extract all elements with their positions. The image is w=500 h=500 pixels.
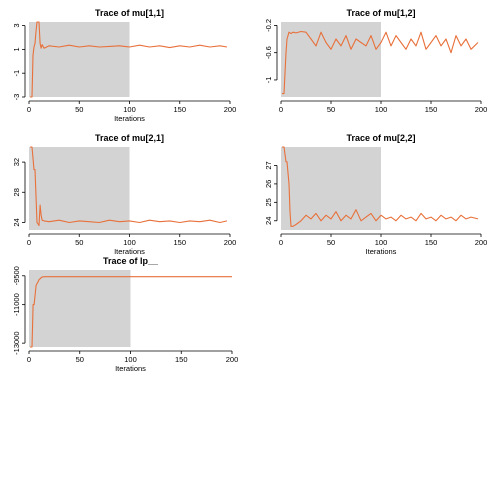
x-tick-label: 200 <box>475 105 488 114</box>
x-tick-label: 200 <box>224 238 237 247</box>
panel-title: Trace of mu[2,1] <box>95 133 164 143</box>
x-tick-label: 200 <box>475 238 488 247</box>
x-tick-label: 100 <box>123 238 136 247</box>
trace-line <box>282 146 479 227</box>
panel-title: Trace of mu[1,1] <box>95 8 164 18</box>
x-tick-label: 100 <box>123 105 136 114</box>
x-tick-label: 50 <box>75 238 83 247</box>
x-tick-label: 50 <box>327 238 335 247</box>
y-tick-label: -1 <box>12 70 21 77</box>
warmup-region <box>281 22 381 97</box>
y-tick-label: 24 <box>12 218 21 226</box>
y-tick-label: -3 <box>12 94 21 101</box>
y-tick-label: 3 <box>12 23 21 27</box>
x-tick-label: 0 <box>27 238 31 247</box>
x-tick-label: 150 <box>175 355 188 364</box>
x-tick-label: 50 <box>75 105 83 114</box>
y-tick-label: 27 <box>264 161 273 169</box>
x-tick-label: 0 <box>279 238 283 247</box>
x-tick-label: 150 <box>173 238 186 247</box>
x-tick-label: 200 <box>224 105 237 114</box>
panel-title: Trace of lp__ <box>103 256 159 266</box>
y-tick-label: -9500 <box>12 266 21 285</box>
y-tick-label: -13000 <box>12 331 21 354</box>
y-tick-label: 25 <box>264 198 273 206</box>
x-tick-label: 150 <box>173 105 186 114</box>
trace-panel-1: Trace of mu[1,1] 0 50 100 150 200 Iterations -3… <box>12 8 236 123</box>
x-tick-label: 150 <box>425 238 438 247</box>
x-tick-label: 0 <box>27 355 31 364</box>
x-tick-label: 0 <box>279 105 283 114</box>
trace-line <box>30 146 228 227</box>
y-tick-label: 1 <box>12 47 21 51</box>
y-tick-label: 24 <box>264 217 273 225</box>
x-tick-label: 100 <box>375 105 388 114</box>
x-tick-label: 50 <box>327 105 335 114</box>
trace-line <box>30 21 228 98</box>
y-tick-label: -0.6 <box>264 46 273 59</box>
y-tick-label: 32 <box>12 158 21 166</box>
y-tick-label: 26 <box>264 180 273 188</box>
x-axis-label: Iterations <box>366 247 397 256</box>
x-axis-label: Iterations <box>114 114 145 123</box>
trace-panel-4: Trace of mu[2,2] 0 50 100 150 200 Iterations 24… <box>264 133 487 256</box>
y-tick-label: -1 <box>264 77 273 84</box>
trace-panel-2: Trace of mu[1,2] 0 50 100 150 200 -1 -0.6 -0.2 <box>264 8 487 114</box>
x-tick-label: 100 <box>124 355 137 364</box>
trace-line <box>30 276 232 348</box>
trace-panel-5: Trace of lp__ 0 50 100 150 200 Iterations -1300… <box>12 256 238 373</box>
x-tick-label: 50 <box>76 355 84 364</box>
x-axis-label: Iterations <box>114 247 145 256</box>
y-tick-label: -0.2 <box>264 19 273 32</box>
warmup-region <box>29 22 130 97</box>
warmup-region <box>281 147 381 230</box>
y-tick-label: -11000 <box>12 293 21 316</box>
x-tick-label: 200 <box>226 355 239 364</box>
y-tick-label: 28 <box>12 188 21 196</box>
warmup-region <box>29 270 131 347</box>
x-tick-label: 150 <box>425 105 438 114</box>
warmup-region <box>29 147 130 230</box>
x-tick-label: 100 <box>375 238 388 247</box>
x-tick-label: 0 <box>27 105 31 114</box>
panel-title: Trace of mu[1,2] <box>346 8 415 18</box>
trace-panel-3: Trace of mu[2,1] 0 50 100 150 200 Iterations 24… <box>12 133 236 256</box>
panel-title: Trace of mu[2,2] <box>346 133 415 143</box>
trace-line <box>282 30 479 95</box>
x-axis-label: Iterations <box>115 364 146 373</box>
